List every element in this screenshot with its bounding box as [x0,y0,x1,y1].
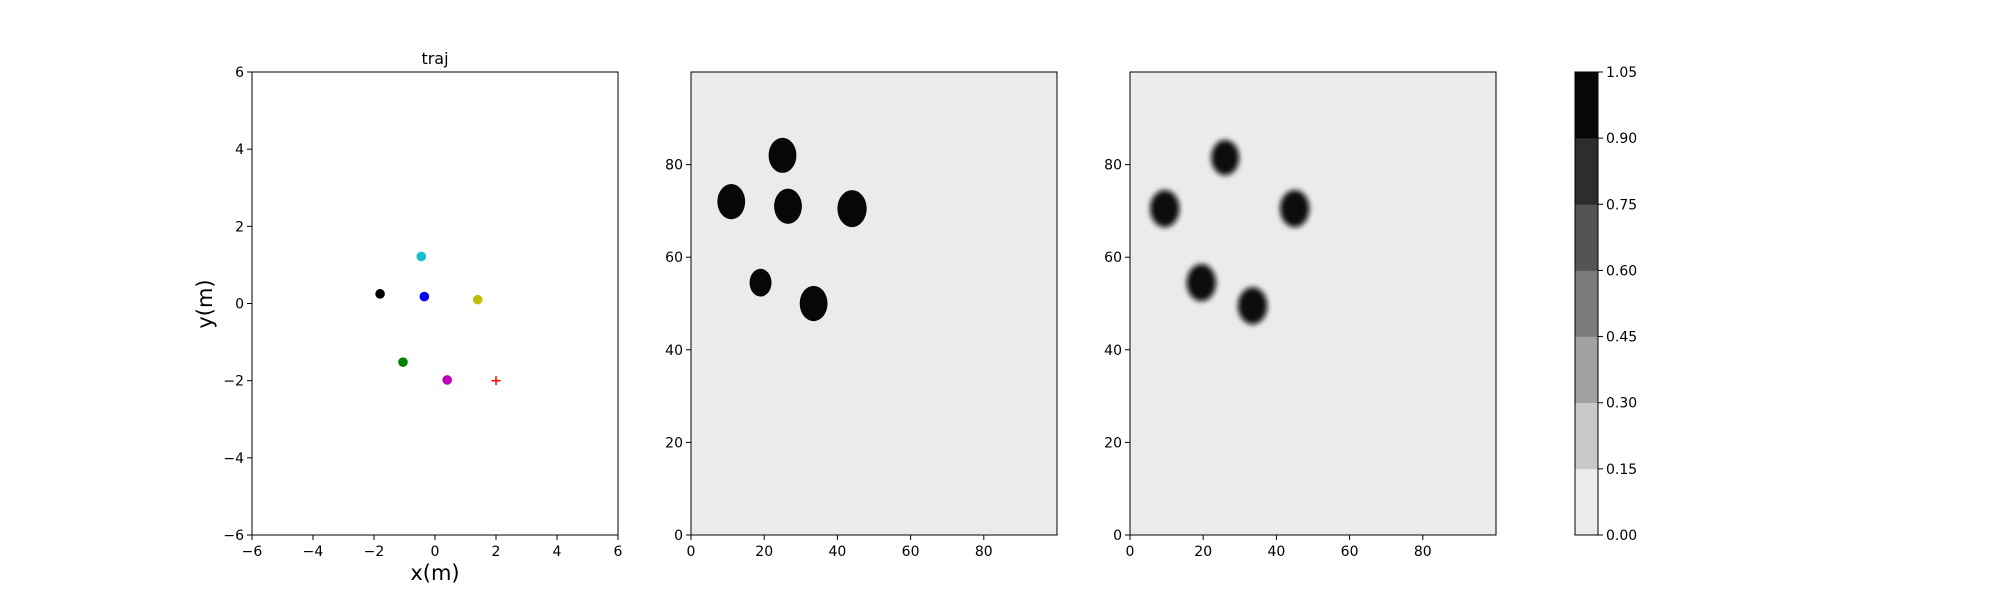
colorbar-band [1575,204,1598,271]
colorbar-tick-label: 0.60 [1606,263,1637,279]
map2-y-tick-label: 80 [1104,158,1122,174]
colorbar-ticks: 0.00 0.15 0.30 0.45 0.60 0.75 0.90 1.05 [1598,65,1637,544]
colorbar-band [1575,402,1598,470]
map2-x-tick-label: 40 [1267,544,1285,560]
map1-x-tick-label: 20 [755,544,773,560]
map1-background [691,72,1057,535]
map1-y-tick-label: 20 [665,435,683,451]
traj-y-tick-label: −6 [223,528,244,544]
traj-x-tick-label: 4 [553,544,562,560]
map2-obstacle [1186,264,1217,302]
map1-y-tick-label: 80 [665,158,683,174]
traj-point [419,291,430,302]
traj-x-tick-label: 2 [492,544,501,560]
traj-x-axis-label: x(m) [410,561,459,585]
colorbar-tick-label: 0.75 [1606,197,1637,213]
map2-axes-frame [1129,71,1497,536]
traj-x-tick-label: −4 [303,544,324,560]
map1-x-ticks: 0 20 40 60 80 [687,535,993,560]
traj-plot-area [252,72,618,535]
colorbar-tick-label: 1.05 [1606,65,1637,81]
traj-plot: −6 −4 −2 0 2 4 6 −6 −4 −2 0 2 4 6 traj x(m) y(m) [193,49,623,585]
map1-obstacle [768,137,797,173]
traj-x-tick-label: −2 [364,544,385,560]
colorbar-band [1575,270,1598,337]
colorbar-band [1575,72,1598,139]
map2-y-tick-label: 0 [1113,528,1122,544]
occupancy-map-2: 0 20 40 60 80 0 20 40 60 80 [1104,71,1497,560]
traj-y-tick-label: 0 [235,297,244,313]
map2-obstacle [1280,190,1310,228]
traj-y-ticks: −6 −4 −2 0 2 4 6 [223,65,252,544]
map1-y-ticks: 0 20 40 60 80 [665,158,691,544]
colorbar-band [1575,336,1598,404]
map1-obstacle [717,184,746,220]
traj-y-tick-label: −4 [223,451,244,467]
map2-y-tick-label: 20 [1104,435,1122,451]
traj-point [416,251,427,262]
traj-goal-marker [491,376,501,386]
traj-point [472,294,483,305]
map2-obstacle [1237,287,1268,325]
traj-y-tick-label: −2 [223,374,244,390]
colorbar-band [1575,138,1598,205]
colorbar-tick-label: 0.00 [1606,528,1637,544]
map2-y-ticks: 0 20 40 60 80 [1104,158,1130,544]
map1-y-tick-label: 40 [665,343,683,359]
traj-x-tick-label: 0 [431,544,440,560]
map2-x-tick-label: 80 [1414,544,1432,560]
map2-x-tick-label: 0 [1126,544,1135,560]
map1-x-tick-label: 0 [687,544,696,560]
colorbar-tick-label: 0.15 [1606,462,1637,478]
colorbar-band [1575,468,1598,536]
colorbar-tick-label: 0.30 [1606,396,1637,412]
traj-x-ticks: −6 −4 −2 0 2 4 6 [242,535,623,560]
traj-point [442,375,453,385]
map1-x-tick-label: 80 [975,544,993,560]
map2-obstacles [1150,140,1310,325]
map1-y-tick-label: 60 [665,250,683,266]
map2-obstacle [1150,190,1180,228]
traj-y-tick-label: 6 [235,65,244,81]
traj-points [375,251,501,386]
map1-obstacles [717,137,867,322]
traj-y-tick-label: 2 [235,219,244,235]
map1-axes-frame [690,71,1058,536]
colorbar-tick-label: 0.45 [1606,330,1637,346]
map2-background [1130,72,1496,535]
traj-y-tick-label: 4 [235,142,244,158]
traj-x-tick-label: 6 [614,544,623,560]
map2-y-tick-label: 40 [1104,343,1122,359]
colorbar: 0.00 0.15 0.30 0.45 0.60 0.75 0.90 1.05 [1574,65,1637,544]
traj-title: traj [421,49,448,68]
map1-obstacle [774,188,802,224]
map2-x-ticks: 0 20 40 60 80 [1126,535,1432,560]
map2-x-tick-label: 20 [1194,544,1212,560]
colorbar-tick-label: 0.90 [1606,131,1637,147]
traj-y-axis-label: y(m) [193,279,217,328]
traj-x-tick-label: −6 [242,544,263,560]
occupancy-map-1: 0 20 40 60 80 0 20 40 60 80 [665,71,1058,560]
map2-obstacle [1211,140,1240,176]
colorbar-frame [1574,71,1599,536]
traj-point [375,289,385,299]
map1-x-tick-label: 60 [902,544,920,560]
map2-y-tick-label: 60 [1104,250,1122,266]
map1-obstacle [799,285,828,322]
colorbar-bands [1575,72,1598,536]
traj-point [398,357,408,367]
map2-x-tick-label: 60 [1341,544,1359,560]
map1-obstacle [749,268,772,297]
map1-obstacle [837,190,867,228]
map1-x-tick-label: 40 [828,544,846,560]
map1-y-tick-label: 0 [674,528,683,544]
